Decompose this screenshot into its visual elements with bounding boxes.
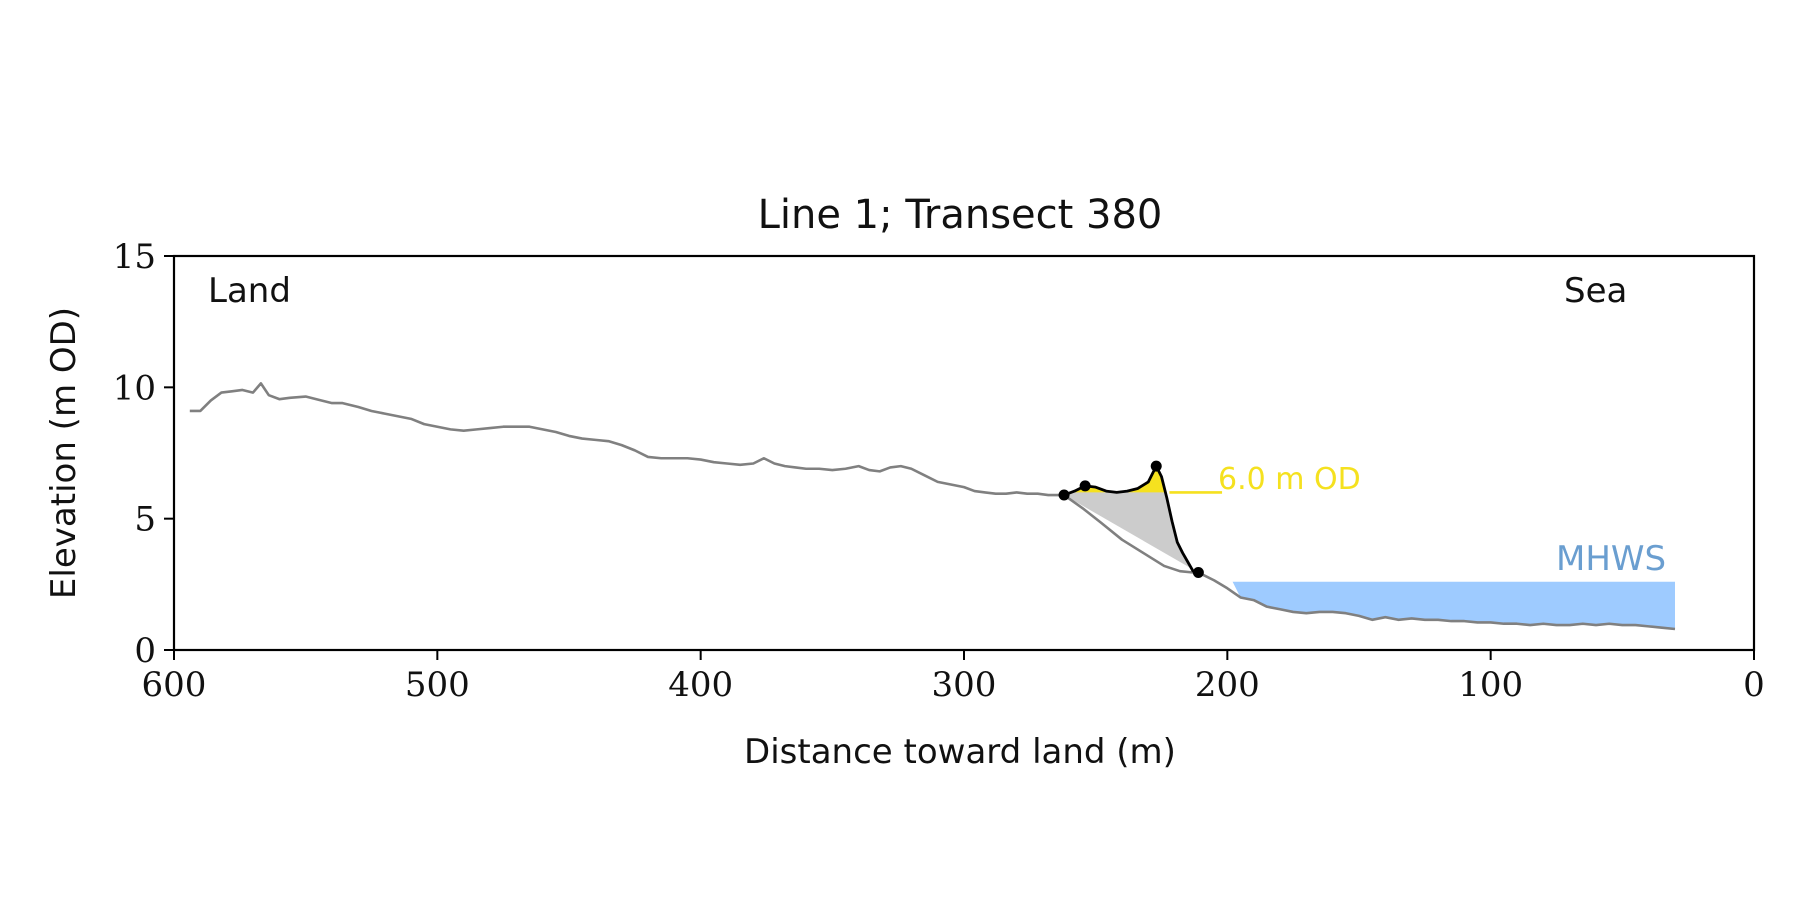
marker-point [1150, 460, 1162, 472]
x-tick-label: 0 [1743, 665, 1765, 705]
x-tick-label: 400 [668, 665, 733, 705]
marker-point [1079, 480, 1091, 492]
x-tick-label: 100 [1458, 665, 1523, 705]
y-axis-label: Elevation (m OD) [44, 307, 84, 599]
x-tick-label: 500 [405, 665, 470, 705]
marker-point [1058, 489, 1070, 501]
sea-label: Sea [1564, 271, 1627, 311]
y-tick-label: 0 [134, 631, 156, 671]
x-tick-label: 200 [1195, 665, 1260, 705]
mhws-area [1232, 581, 1675, 629]
marker-point [1192, 567, 1204, 579]
x-axis: 600 500 400 300 200 100 0 [142, 650, 1765, 705]
mhws-label: MHWS [1556, 539, 1666, 579]
y-tick-label: 10 [113, 368, 156, 408]
y-axis: 0 5 10 15 [113, 237, 174, 671]
profile-series-line [189, 382, 1676, 631]
feature-series-line [1063, 464, 1199, 574]
chart-title: Line 1; Transect 380 [758, 192, 1163, 238]
x-tick-label: 600 [142, 665, 207, 705]
land-label: Land [208, 271, 291, 311]
x-tick-label: 300 [932, 665, 997, 705]
y-tick-label: 15 [113, 237, 156, 277]
od-level-label: 6.0 m OD [1218, 462, 1361, 497]
marker-group [1058, 460, 1204, 579]
y-tick-label: 5 [134, 500, 156, 540]
line-layer [189, 382, 1676, 631]
x-axis-label: Distance toward land (m) [744, 732, 1176, 772]
